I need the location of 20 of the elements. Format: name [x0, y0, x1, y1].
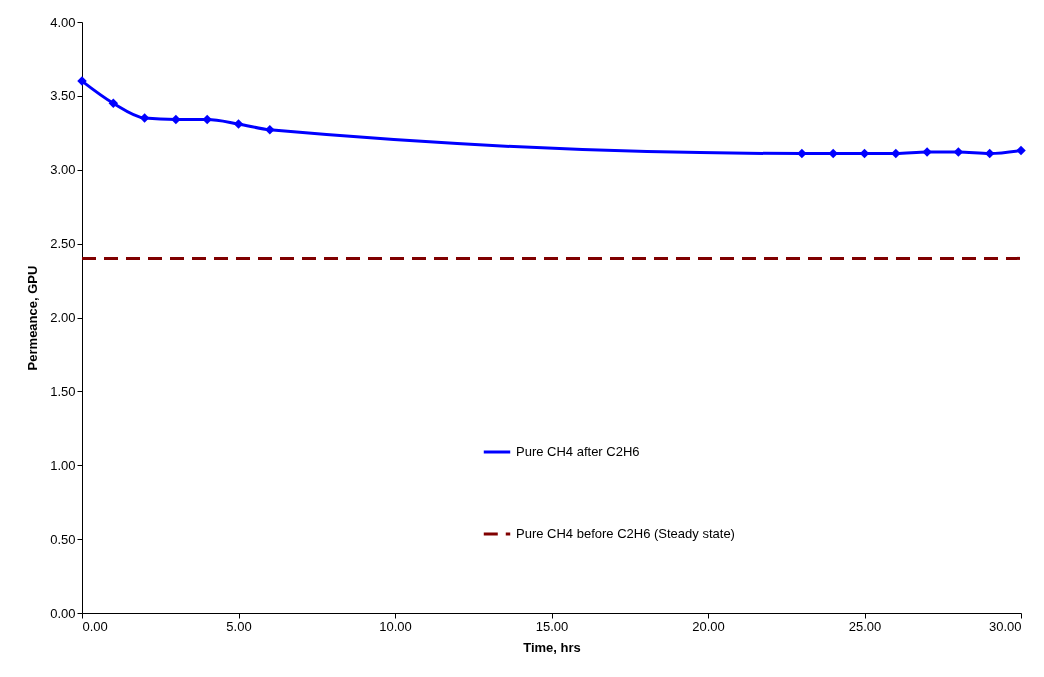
legend-label: Pure CH4 before C2H6 (Steady state) — [516, 526, 735, 541]
y-tick-label: 2.00 — [50, 310, 76, 325]
x-tick-label: 20.00 — [692, 618, 725, 634]
x-tick-label: 25.00 — [848, 618, 882, 634]
y-tick-label: 0.50 — [50, 531, 76, 547]
legend-label: Pure CH4 after C2H6 — [516, 444, 640, 459]
y-tick-label: 2.50 — [50, 236, 76, 252]
y-tick-label: 3.00 — [50, 162, 76, 178]
x-tick-label: 30.00 — [988, 618, 1022, 634]
y-tick-label: 3.50 — [50, 88, 76, 104]
y-tick-label: 4.00 — [50, 14, 76, 30]
y-tick-label: 0.00 — [50, 605, 76, 621]
x-tick-label: 0.00 — [82, 618, 108, 634]
y-axis-title: Permeance, GPU — [25, 265, 41, 371]
x-axis-title: Time, hrs — [523, 639, 581, 655]
y-tick-label: 1.50 — [50, 383, 76, 399]
x-tick-label: 15.00 — [535, 618, 569, 634]
y-tick-label: 1.00 — [50, 457, 76, 473]
x-tick-label: 10.00 — [379, 618, 412, 634]
x-tick-label: 5.00 — [226, 618, 252, 634]
